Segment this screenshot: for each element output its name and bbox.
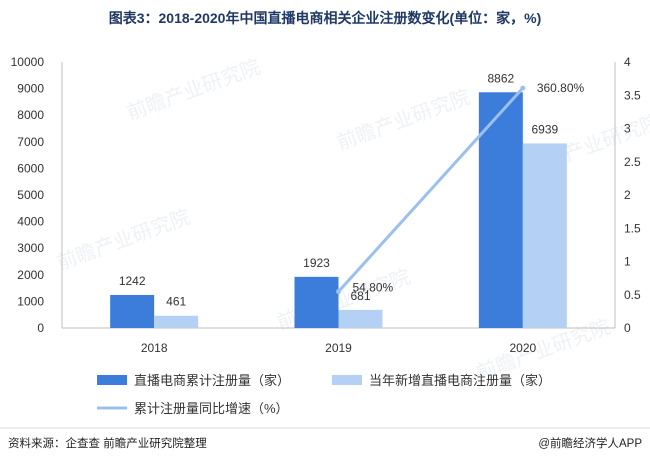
growth-label: 360.80% [537,81,585,95]
chart-title: 图表3：2018-2020年中国直播电商相关企业注册数变化(单位：家，%) [108,10,542,26]
growth-label: 54.80% [353,281,394,295]
x-tick-label: 2018 [141,341,168,355]
y2-tick-label: 2.5 [624,155,641,169]
y2-tick-label: 2 [624,188,631,202]
legend-label-series2: 当年新增直播电商注册量（家） [369,373,551,388]
growth-point [520,85,526,91]
bar-series1 [478,92,523,328]
y2-tick-label: 1 [624,255,631,269]
y-tick-label: 2000 [17,268,44,282]
y-tick-label: 0 [37,321,44,335]
bar-series1-label: 1242 [119,274,146,288]
bar-series2 [338,309,383,328]
y-tick-label: 8000 [17,108,44,122]
bar-series2-label: 6939 [531,122,558,136]
y-tick-label: 1000 [17,294,44,308]
legend-label-series1: 直播电商累计注册量（家） [134,373,290,388]
bar-series1-label: 8862 [487,71,514,85]
y-tick-label: 5000 [17,188,44,202]
y-tick-label: 10000 [11,55,45,69]
y-tick-label: 3000 [17,241,44,255]
bar-series2 [522,143,567,328]
bar-series1 [110,294,155,328]
y2-tick-label: 0.5 [624,288,641,302]
y-tick-label: 6000 [17,161,44,175]
y2-tick-label: 1.5 [624,221,641,235]
y2-tick-label: 3 [624,122,631,136]
bar-series2 [154,315,199,328]
legend-swatch-series2 [332,375,362,385]
y-tick-label: 4000 [17,215,44,229]
watermark: 前瞻产业研究院 [54,204,194,274]
bar-series1 [294,276,339,328]
y-tick-label: 7000 [17,135,44,149]
credit-text: @前瞻经济学人APP [538,438,642,450]
y2-tick-label: 3.5 [624,88,641,102]
watermark: 前瞻产业研究院 [334,84,474,154]
y-tick-label: 9000 [17,82,44,96]
credit-note: @前瞻经济学人APP [538,435,642,451]
bar-series2-label: 461 [166,295,186,309]
y2-tick-label: 0 [624,321,631,335]
y2-tick-label: 4 [624,55,631,69]
x-tick-label: 2019 [325,341,352,355]
source-note: 资料来源：企查查 前瞻产业研究院整理 [8,438,207,450]
growth-point [336,289,341,295]
bar-series1-label: 1923 [303,256,330,270]
x-tick-label: 2020 [509,341,536,355]
bar-series2-label: 681 [350,289,370,303]
growth-line [337,87,524,293]
watermark: 前瞻产业研究院 [124,54,264,124]
legend-label-line: 累计注册量同比增速（%） [134,401,289,416]
legend-swatch-series1 [97,375,127,385]
